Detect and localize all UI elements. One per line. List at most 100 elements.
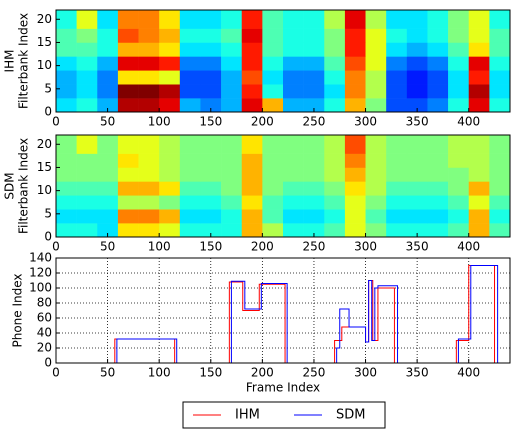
y-axis-label: Filterbank Index — [17, 13, 31, 109]
heat-cell — [283, 135, 304, 154]
heat-cell — [241, 42, 263, 57]
heat-cell — [448, 70, 470, 85]
heat-cell — [241, 223, 263, 238]
heat-cell — [324, 84, 346, 99]
heat-cell — [138, 153, 160, 168]
heat-cell — [159, 42, 181, 57]
heat-cell — [324, 135, 346, 154]
heat-cell — [386, 42, 408, 57]
heat-cell — [406, 223, 428, 238]
heat-cell — [138, 56, 160, 71]
x-tick-label: 0 — [52, 240, 60, 254]
heat-cell — [365, 28, 387, 43]
heat-cell — [365, 42, 387, 57]
heat-cell — [344, 195, 366, 210]
heat-cell — [489, 98, 511, 113]
y-tick-label: 40 — [37, 326, 52, 340]
heat-cell — [200, 135, 222, 154]
heat-cell — [344, 167, 366, 182]
heat-cell — [262, 42, 284, 57]
heat-cell — [448, 209, 470, 224]
heat-cell — [427, 56, 449, 71]
heat-cell — [324, 98, 346, 113]
heat-cell — [283, 153, 304, 168]
heat-cell — [179, 10, 201, 29]
heat-cell — [365, 195, 387, 210]
heat-cell — [406, 56, 428, 71]
heat-cell — [303, 56, 325, 71]
heat-cell — [241, 98, 263, 113]
heat-cell — [489, 56, 511, 71]
heat-cell — [97, 209, 119, 224]
x-tick-label: 150 — [199, 366, 222, 380]
heat-cell — [262, 84, 284, 99]
y-tick-label: 20 — [37, 12, 52, 26]
heat-cell — [303, 181, 325, 196]
heat-cell — [179, 84, 201, 99]
heat-cell — [221, 10, 243, 29]
heat-cell — [448, 42, 470, 57]
heat-cell — [262, 10, 284, 29]
axes-frame — [55, 257, 511, 364]
x-tick-label: 200 — [251, 240, 274, 254]
heat-cell — [56, 223, 77, 238]
heat-cell — [489, 153, 511, 168]
heat-cell — [200, 10, 222, 29]
heat-cell — [303, 223, 325, 238]
y-tick-label: 10 — [37, 58, 52, 72]
heat-cell — [97, 181, 119, 196]
heat-cell — [344, 70, 366, 85]
heat-cell — [97, 42, 119, 57]
heat-cell — [241, 70, 263, 85]
heat-cell — [489, 42, 511, 57]
heat-cell — [179, 209, 201, 224]
heat-cell — [56, 28, 77, 43]
x-tick-label: 200 — [251, 366, 274, 380]
heat-cell — [221, 223, 243, 238]
heat-cell — [283, 56, 304, 71]
x-tick-label: 50 — [100, 240, 115, 254]
heat-cell — [200, 181, 222, 196]
heat-cell — [117, 28, 139, 43]
panel: 0 50 100 150 200 250 300 350 400 0 5 10 15 20 IHM Filte… — [3, 9, 511, 129]
heat-cell — [138, 195, 160, 210]
heat-cell — [427, 98, 449, 113]
heat-cell — [386, 84, 408, 99]
heat-cell — [241, 56, 263, 71]
heat-cell — [221, 98, 243, 113]
y-tick-label: 140 — [29, 251, 52, 265]
heat-cell — [117, 167, 139, 182]
x-tick-label: 250 — [303, 240, 326, 254]
panel-label: IHM — [3, 50, 17, 73]
heat-cell — [159, 84, 181, 99]
heat-cell — [138, 167, 160, 182]
heat-cell — [365, 70, 387, 85]
heat-cell — [159, 56, 181, 71]
heat-cell — [179, 223, 201, 238]
heat-cell — [365, 84, 387, 99]
heat-cell — [386, 195, 408, 210]
heat-cell — [56, 70, 77, 85]
heat-cell — [138, 209, 160, 224]
heat-cell — [179, 28, 201, 43]
y-tick-label: 80 — [37, 296, 52, 310]
heat-cell — [117, 98, 139, 113]
heat-cell — [489, 28, 511, 43]
y-axis-label: Filterbank Index — [17, 138, 31, 234]
heat-cell — [344, 209, 366, 224]
y-tick-label: 0 — [44, 105, 52, 119]
heat-cell — [324, 167, 346, 182]
heat-cell — [489, 10, 511, 29]
heat-cell — [76, 42, 98, 57]
heat-cell — [489, 70, 511, 85]
heat-cell — [365, 223, 387, 238]
heat-cell — [468, 28, 490, 43]
x-tick-label: 200 — [251, 115, 274, 129]
heat-cell — [56, 84, 77, 99]
heat-cell — [344, 153, 366, 168]
heat-cell — [76, 209, 98, 224]
heat-cell — [324, 195, 346, 210]
x-tick-label: 100 — [148, 240, 171, 254]
heat-cell — [468, 181, 490, 196]
heat-cell — [76, 223, 98, 238]
